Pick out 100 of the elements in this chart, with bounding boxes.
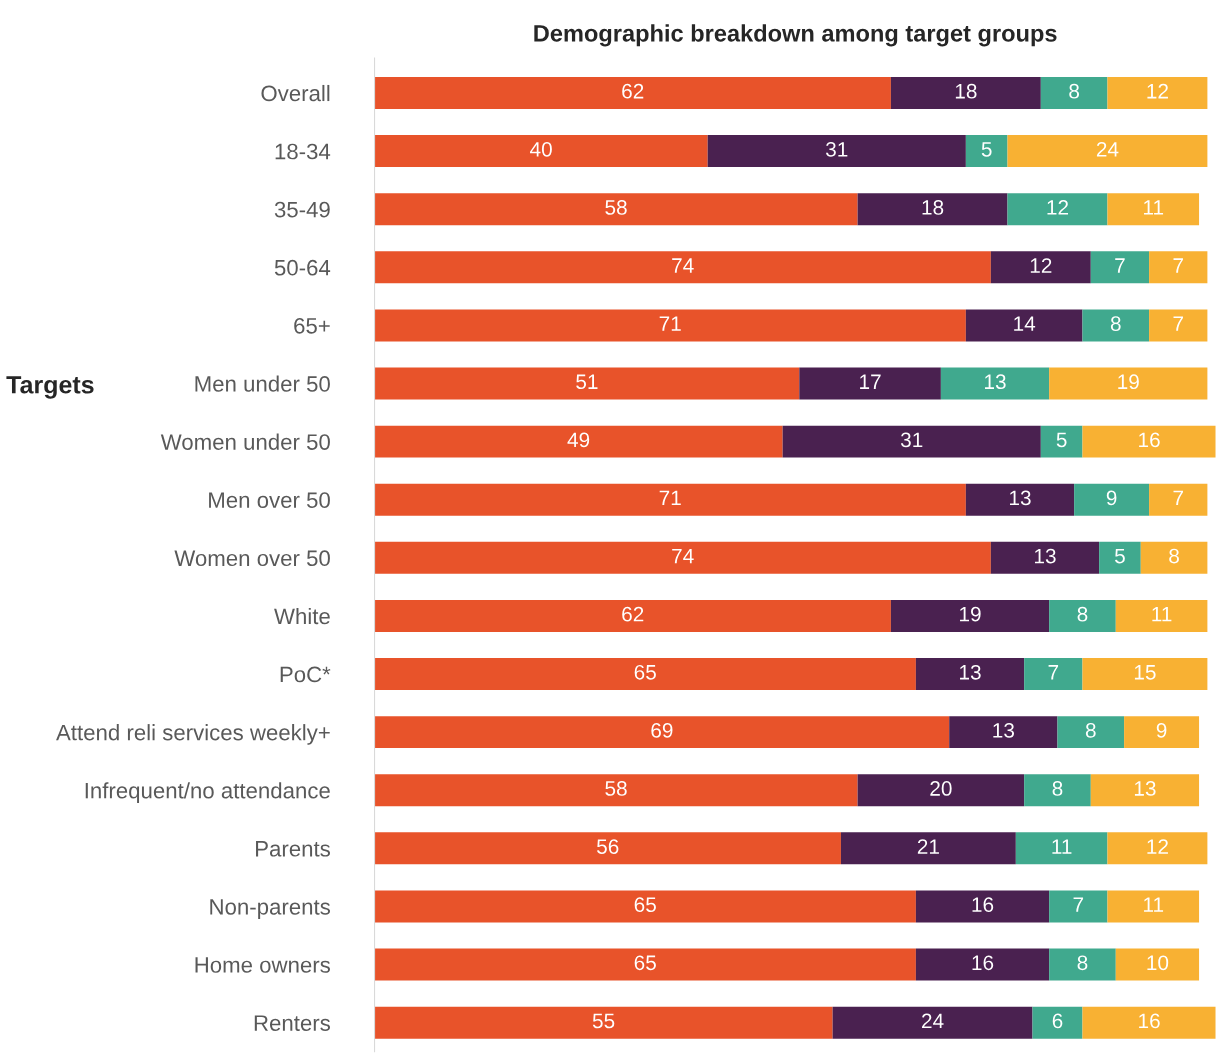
bar [1107,193,1200,226]
y-tick-label: 18-34 [275,143,331,160]
bar [857,193,1008,226]
data-label: 14 [1014,316,1036,331]
bar [1082,1006,1216,1039]
y-tick-label: Women under 50 [160,433,330,450]
bar [1049,367,1208,400]
bar [707,135,966,168]
bar [840,832,1016,865]
data-label: 11 [1052,839,1072,854]
bar [374,774,858,807]
data-label: 18 [922,200,944,215]
data-label: 11 [1144,897,1164,912]
data-label: 10 [1147,955,1169,971]
data-label: 8 [1169,548,1179,564]
y-tick-label: Men over 50 [209,492,330,508]
data-label: 7 [1073,897,1084,912]
bar [1057,716,1125,749]
data-label: 65 [634,664,656,680]
data-label: 19 [1118,374,1139,390]
data-label: 12 [1047,200,1069,215]
bar [890,599,1050,632]
bar [1140,541,1208,574]
bar [915,948,1050,981]
bar [1082,658,1208,691]
data-label: 20 [930,781,952,796]
data-label: 16 [972,955,994,971]
bar [1090,774,1200,807]
data-label: 16 [972,897,994,913]
data-label: 8 [1077,606,1088,622]
bar [374,309,966,342]
data-label: 16 [1139,432,1160,448]
data-label: 21 [917,839,939,854]
data-label: 13 [993,722,1015,738]
bar [782,425,1041,458]
data-label: 16 [1139,1013,1160,1029]
data-label: 5 [981,142,992,157]
y-tick-label: Infrequent/no attendance [85,782,330,803]
data-label: 58 [605,200,627,215]
data-label: 40 [530,141,552,157]
bar [1099,541,1141,574]
bar [1115,948,1200,981]
data-label: 65 [634,897,656,913]
bar [374,1006,833,1039]
data-label: 18 [955,83,977,99]
data-label: 31 [825,141,848,157]
data-label: 9 [1156,722,1167,738]
data-label: 49 [567,432,590,448]
data-label: 13 [1010,490,1031,506]
bar [374,367,800,400]
data-label: 11 [1144,200,1164,215]
data-label: 65 [634,955,656,971]
data-label: 13 [1134,781,1156,796]
y-tick-label: Home owners [195,957,330,973]
bar [1090,251,1150,284]
data-label: 5 [1056,432,1067,448]
data-label: 69 [651,722,673,738]
bar [890,77,1041,109]
y-tick-label: 65+ [294,317,330,334]
bar [915,890,1050,923]
bar [949,716,1058,749]
bar [1124,716,1200,749]
data-label: 62 [622,83,644,99]
bar [374,425,783,458]
y-tick-label: 50-64 [274,259,331,276]
data-label: 31 [900,432,923,448]
y-tick-label: Renters [254,1015,330,1031]
bar [1049,599,1116,632]
y-tick-label: White [274,607,330,625]
data-label: 62 [622,606,644,622]
bar [965,309,1083,342]
y-tick-label: 35-49 [274,201,330,218]
bar [374,135,708,168]
data-label: 56 [596,839,619,854]
bar [1007,193,1108,226]
y-tick-label: Non-parents [210,899,330,920]
data-label: 12 [1147,839,1168,854]
bar [965,135,1008,168]
bar [374,251,991,284]
data-label: 74 [672,258,694,273]
data-label: 7 [1173,490,1183,506]
data-label: 17 [860,374,881,389]
data-label: 11 [1152,606,1172,622]
data-label: 8 [1110,316,1121,332]
bar [832,1006,1033,1039]
y-tick-label: Women over 50 [174,550,330,567]
bar [1107,832,1208,865]
bar [799,367,941,400]
bar [1149,483,1208,516]
data-label: 51 [576,374,598,390]
bar [1107,890,1200,923]
bar [374,890,916,923]
y-tick-label: Attend reli services weekly+ [56,724,330,745]
bar [1107,77,1208,109]
data-label: 8 [1085,722,1096,738]
bar [1115,599,1208,632]
bar [1007,135,1208,168]
bar [915,658,1025,691]
data-label: 19 [960,606,981,622]
bar [1149,309,1208,342]
